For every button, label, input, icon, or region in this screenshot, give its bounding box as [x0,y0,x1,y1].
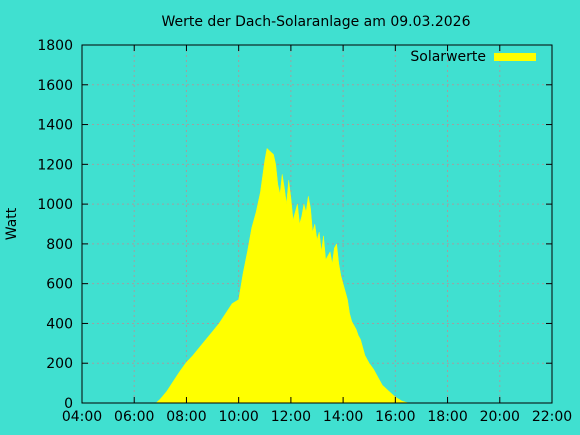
legend-swatch [494,53,536,61]
y-tick-label: 0 [64,396,73,412]
x-tick-label: 18:00 [427,409,467,425]
y-axis-label: Watt [4,207,20,240]
chart-title: Werte der Dach-Solaranlage am 09.03.2026 [161,14,470,30]
y-tick-label: 200 [46,356,73,372]
legend-label: Solarwerte [410,49,486,65]
y-tick-label: 400 [46,316,73,332]
legend: Solarwerte [410,49,536,65]
y-tick-label: 1400 [37,118,73,134]
plot-area [155,147,446,404]
y-tick-label: 1600 [37,78,73,94]
y-tick-label: 1200 [37,157,73,173]
x-tick-label: 20:00 [480,409,520,425]
x-tick-label: 06:00 [114,409,154,425]
x-tick-label: 16:00 [375,409,415,425]
x-tick-label: 04:00 [62,409,102,425]
x-tick-label: 12:00 [271,409,311,425]
x-tick-label: 08:00 [166,409,206,425]
y-tick-label: 800 [46,237,73,253]
x-tick-label: 14:00 [323,409,363,425]
plot-frame [81,44,553,404]
y-tick-label: 1800 [37,38,73,54]
axis-ticks: 0 200 400 600 800 1000 1200 1400 1600 1800 04:00 06… [37,38,572,425]
y-tick-label: 600 [46,277,73,293]
x-tick-label: 10:00 [218,409,258,425]
y-tick-label: 1000 [37,197,73,213]
x-tick-label: 22:00 [532,409,572,425]
series-area-solarwerte [155,147,446,404]
